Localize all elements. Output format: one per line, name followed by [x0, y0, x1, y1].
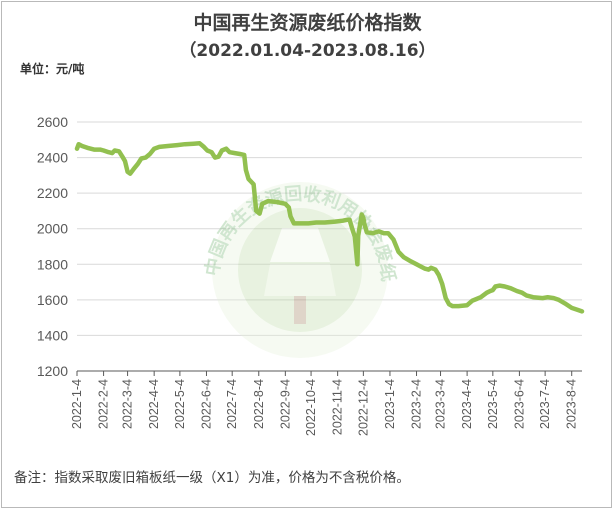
watermark-tree-top — [270, 228, 330, 262]
x-tick-label: 2022-11-4 — [331, 379, 345, 435]
x-tick-label: 2022-12-4 — [356, 379, 370, 436]
x-tick-label: 2022-6-4 — [199, 379, 213, 429]
x-tick-label: 2023-7-4 — [538, 379, 552, 429]
watermark-inner-disc — [238, 208, 362, 332]
y-tick-label: 1400 — [37, 327, 68, 343]
x-tick-labels: 2022-1-4 2022-2-4 2022-3-4 2022-4-4 2022-5-4… — [70, 379, 579, 436]
x-tick-label: 2022-8-4 — [252, 379, 266, 429]
x-tick-label: 2022-1-4 — [70, 379, 84, 429]
y-tick-label: 2000 — [37, 221, 68, 237]
x-tick-label: 2022-4-4 — [147, 379, 161, 429]
y-tick-label: 1800 — [37, 256, 68, 272]
x-tick-label: 2023-6-4 — [512, 379, 526, 429]
watermark-trunk — [294, 296, 306, 324]
y-tick-label: 2200 — [37, 185, 68, 201]
x-tick-label: 2022-7-4 — [225, 379, 239, 429]
footnote: 备注：指数采取废旧箱板纸一级（X1）为准，价格为不含税价格。 — [14, 470, 410, 486]
series-line — [74, 141, 585, 314]
y-tick-label: 1600 — [37, 292, 68, 308]
watermark-disc — [212, 182, 388, 358]
x-tick-label: 2022-9-4 — [278, 379, 292, 429]
y-tick-label: 2600 — [37, 114, 68, 130]
gridlines — [77, 121, 582, 336]
watermark-tree-middle — [264, 264, 336, 296]
y-tick-labels: 1200 1400 1600 1800 2000 2200 2400 2600 — [37, 114, 68, 379]
x-tick-label: 2022-3-4 — [121, 379, 135, 429]
x-tick-label: 2022-5-4 — [173, 379, 187, 429]
axes — [76, 370, 582, 376]
y-tick-label: 2400 — [37, 150, 68, 166]
chart-title: 中国再生资源废纸价格指数 — [193, 12, 422, 34]
x-tick-label: 2023-3-4 — [434, 379, 448, 429]
x-tick-label: 2023-4-4 — [460, 379, 474, 429]
unit-label: 单位：元/吨 — [20, 62, 85, 76]
x-tick-label: 2022-10-4 — [304, 379, 318, 436]
x-tick-label: 2023-8-4 — [565, 379, 579, 429]
y-tick-label: 1200 — [37, 363, 68, 379]
x-tick-label: 2022-2-4 — [97, 379, 111, 429]
chart-subtitle: （2022.01.04-2023.08.16） — [179, 41, 436, 61]
x-tick-label: 2023-2-4 — [410, 379, 424, 429]
x-tick-label: 2023-5-4 — [486, 379, 500, 429]
x-tick-label: 2023-1-4 — [383, 379, 397, 429]
